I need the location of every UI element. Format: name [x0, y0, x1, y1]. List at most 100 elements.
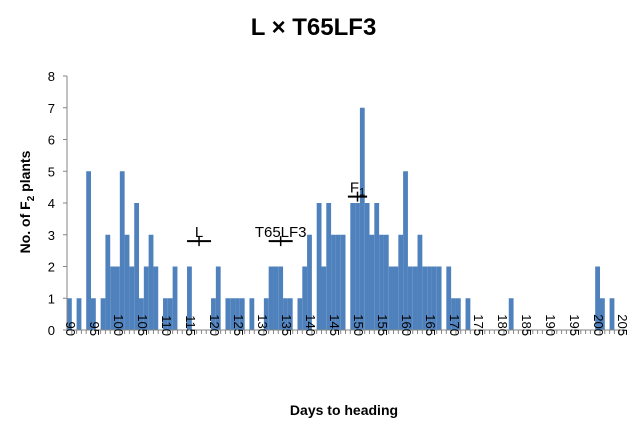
bar-203 [609, 298, 615, 330]
bar-121 [215, 266, 221, 330]
x-tick-label: 130 [255, 314, 270, 336]
x-tick-label: 105 [135, 314, 150, 336]
y-tick-label: 3 [48, 228, 55, 243]
annotation-label: F1 [350, 180, 365, 199]
bar-102 [124, 234, 130, 330]
bar-150 [355, 203, 360, 330]
x-tick-label: 165 [423, 314, 438, 336]
x-tick-label: 140 [303, 314, 318, 336]
bar-135 [283, 298, 288, 330]
bar-153 [369, 234, 375, 330]
bar-136 [287, 298, 293, 330]
bar-158 [393, 266, 399, 330]
annotations: L T65LF3 F1 [187, 180, 368, 247]
bar-115 [187, 266, 192, 330]
bar-101 [119, 171, 125, 330]
bar-107 [148, 234, 154, 330]
x-tick-label: 145 [327, 314, 342, 336]
bar-140 [307, 234, 312, 330]
bar-111 [167, 298, 173, 330]
bar-163 [417, 234, 423, 330]
y-tick-label: 2 [48, 260, 55, 275]
x-tick-label: 150 [351, 314, 366, 336]
bar-155 [379, 234, 384, 330]
bar-132 [268, 266, 274, 330]
bar-120 [211, 298, 216, 330]
y-tick-label: 7 [48, 101, 55, 116]
bar-124 [230, 298, 236, 330]
bar-169 [446, 266, 452, 330]
bar-104 [134, 203, 140, 330]
x-tick-label: 100 [111, 314, 126, 336]
bar-131 [263, 298, 269, 330]
bar-154 [374, 203, 380, 330]
chart-title: L × T65LF3 [250, 14, 377, 41]
bar-151 [359, 107, 365, 330]
x-tick-label: 125 [231, 314, 246, 336]
bar-152 [364, 203, 370, 330]
bar-149 [350, 203, 356, 330]
bar-145 [331, 234, 336, 330]
bar-144 [326, 203, 332, 330]
bar-171 [455, 298, 461, 330]
bar-156 [383, 234, 389, 330]
bar-170 [451, 298, 456, 330]
y-axis-title-sub: 2 [26, 195, 37, 201]
y-axis-title-main: No. of F [17, 201, 33, 254]
x-tick-label: 110 [159, 315, 174, 336]
x-tick-label: 200 [591, 314, 606, 336]
bar-146 [335, 234, 341, 330]
bar-200 [595, 266, 600, 330]
x-tick-label: 175 [471, 314, 486, 336]
bar-110 [163, 298, 168, 330]
x-tick-label: 115 [183, 315, 198, 336]
annotation-label: T65LF3 [255, 224, 307, 241]
bar-95 [91, 298, 96, 330]
bars-group [67, 107, 615, 330]
x-tick-label: 195 [567, 314, 582, 336]
bar-147 [340, 234, 346, 330]
y-tick-label: 0 [48, 323, 55, 338]
x-tick-label: 205 [615, 314, 627, 336]
bar-159 [398, 234, 404, 330]
y-axis: 0 1 2 3 4 5 6 7 8 [48, 69, 68, 338]
x-axis-title: Days to heading [290, 402, 398, 418]
bar-125 [235, 298, 240, 330]
bar-164 [422, 266, 428, 330]
bar-97 [100, 298, 106, 330]
bar-157 [388, 266, 394, 330]
bar-201 [599, 298, 605, 330]
x-tick-label: 190 [543, 314, 558, 336]
bar-108 [153, 266, 159, 330]
bar-123 [225, 298, 231, 330]
x-tick-label: 160 [399, 314, 414, 336]
y-axis-title-tail: plants [17, 150, 33, 195]
bar-106 [143, 266, 149, 330]
bar-160 [403, 171, 408, 330]
x-tick-label: 185 [519, 314, 534, 336]
bar-105 [139, 298, 144, 330]
bar-138 [297, 298, 303, 330]
bar-128 [249, 298, 255, 330]
bar-165 [427, 266, 432, 330]
bar-182 [508, 298, 514, 330]
y-tick-label: 5 [48, 164, 55, 179]
bar-92 [76, 298, 82, 330]
bar-98 [105, 234, 111, 330]
bar-90 [67, 298, 72, 330]
bar-99 [110, 266, 116, 330]
x-tick-label: 135 [279, 314, 294, 336]
x-tick-label: 170 [447, 314, 462, 336]
bar-133 [273, 266, 279, 330]
bar-173 [465, 298, 471, 330]
bar-134 [278, 266, 284, 330]
x-tick-label: 90 [63, 322, 78, 336]
x-tick-label: 120 [207, 314, 222, 336]
annotation-label: L [195, 224, 203, 241]
bar-126 [239, 298, 245, 330]
bar-112 [172, 266, 178, 330]
y-tick-label: 4 [48, 196, 55, 211]
x-axis: 90 95 100 105 110 115 120 125 130 135 140 145 150 155… [63, 314, 627, 336]
bar-161 [407, 266, 413, 330]
